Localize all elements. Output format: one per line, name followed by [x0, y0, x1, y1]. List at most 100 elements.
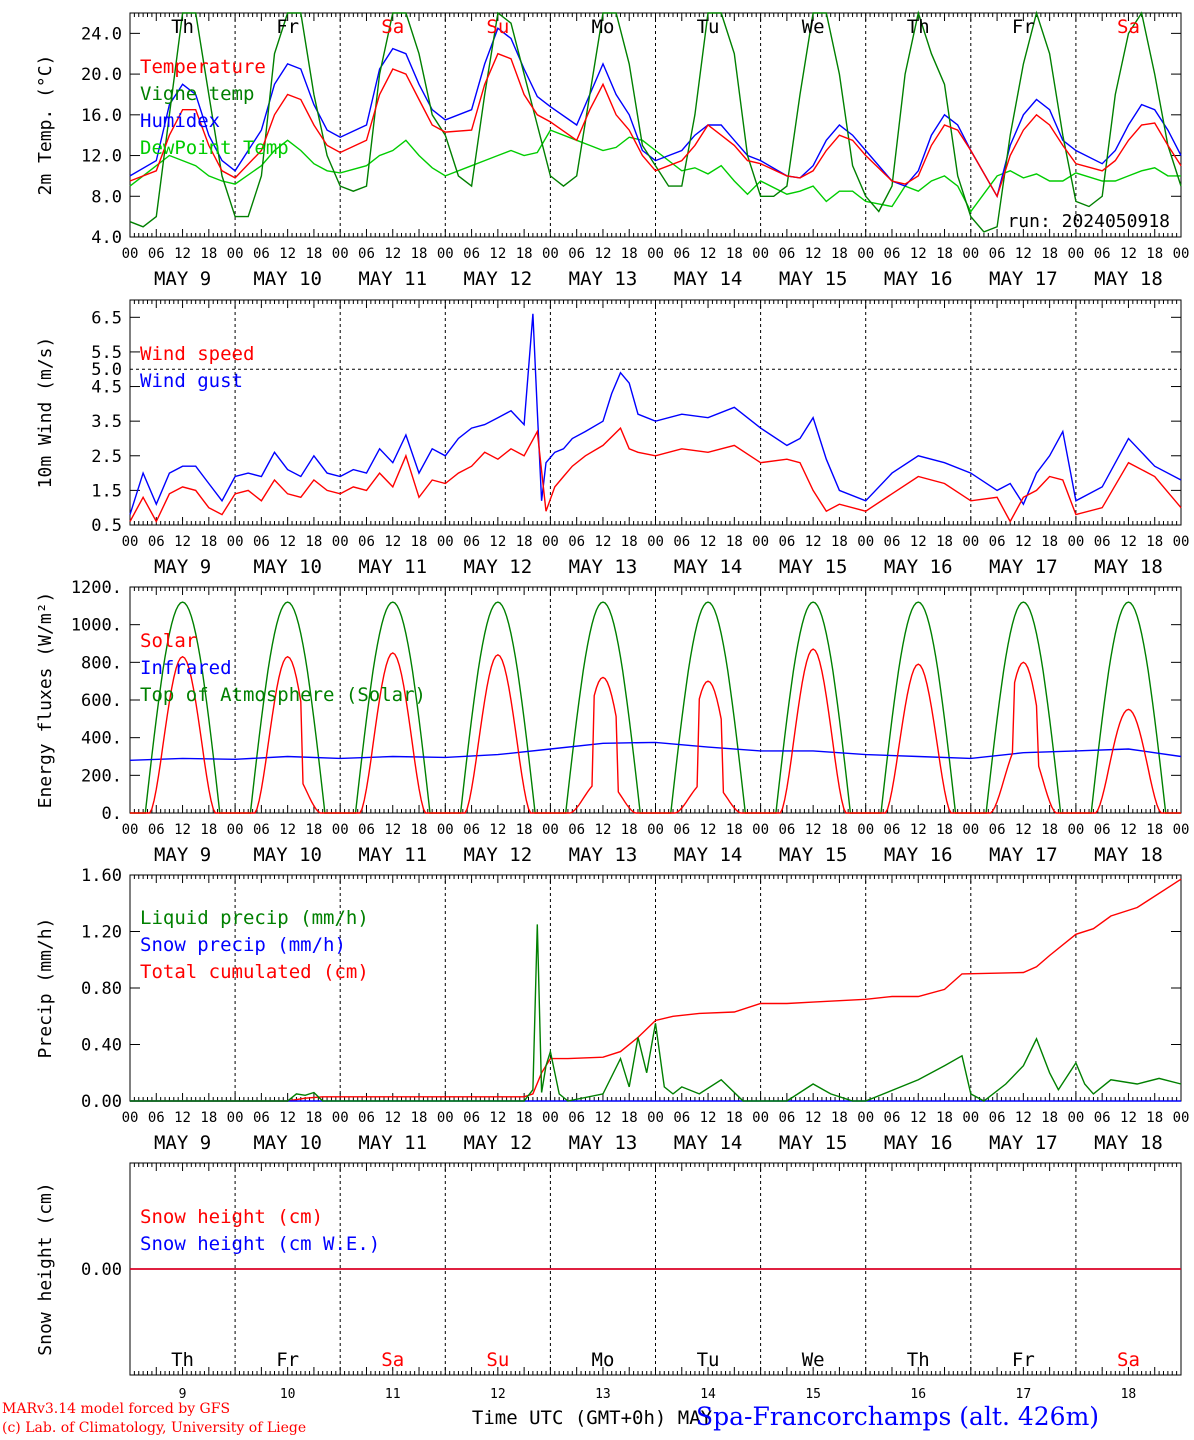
x-hour-label: 18 — [936, 246, 953, 262]
x-hour-label: 18 — [200, 534, 217, 550]
x-hour-label: 06 — [148, 534, 165, 550]
x-hour-label: 18 — [516, 534, 533, 550]
legend-label: Humidex — [140, 110, 220, 132]
x-date-label: MAY 9 — [154, 844, 211, 866]
x-hour-label: 06 — [463, 1110, 480, 1126]
panel-1 — [129, 10, 1182, 238]
x-hour-label: 06 — [463, 246, 480, 262]
series-line-3 — [129, 27, 1182, 199]
y-tick-label: 6.5 — [91, 308, 122, 328]
x-hour-label: 18 — [1041, 822, 1058, 838]
y-tick-label: 20.0 — [81, 65, 122, 85]
x-hour-label: 00 — [332, 246, 349, 262]
x-hour-label: 12 — [595, 534, 612, 550]
x-date-label: MAY 10 — [253, 556, 322, 578]
x-hour-label: 00 — [857, 246, 874, 262]
x-hour-label: 12 — [805, 534, 822, 550]
x-hour-label: 00 — [122, 534, 139, 550]
series-line-2 — [129, 10, 1182, 233]
y-tick-label: 5.5 — [91, 343, 122, 363]
run-annotation: run: 2024050918 — [1007, 211, 1170, 232]
x-date-label: MAY 14 — [674, 1132, 743, 1154]
x-hour-label: 12 — [279, 822, 296, 838]
x-hour-label: 00 — [542, 822, 559, 838]
weekday-label: Fr — [1012, 1349, 1035, 1371]
y-tick-label: 1.5 — [91, 481, 122, 501]
x-hour-label: 06 — [463, 822, 480, 838]
y-axis-label: Precip (mm/h) — [35, 918, 56, 1059]
day-number-label: 14 — [700, 1387, 716, 1402]
x-hour-label: 06 — [673, 822, 690, 838]
x-hour-label: 12 — [910, 246, 927, 262]
y-tick-label: 400. — [81, 729, 122, 749]
x-hour-label: 18 — [411, 822, 428, 838]
y-tick-label: 1.60 — [81, 866, 122, 886]
x-hour-label: 06 — [884, 822, 901, 838]
legend-label: Snow height (cm) — [140, 1206, 323, 1228]
y-tick-label: 0.80 — [81, 979, 122, 999]
legend-label: Top of Atmosphere (Solar) — [140, 684, 426, 706]
x-hour-label: 12 — [910, 822, 927, 838]
x-hour-label: 12 — [700, 246, 717, 262]
x-hour-label: 12 — [489, 1110, 506, 1126]
x-date-label: MAY 10 — [253, 268, 322, 290]
x-hour-label: 00 — [1067, 246, 1084, 262]
x-date-label: MAY 12 — [464, 844, 533, 866]
x-hour-label: 00 — [962, 1110, 979, 1126]
x-hour-label: 06 — [253, 534, 270, 550]
weekday-label: Fr — [276, 16, 299, 38]
day-number-label: 12 — [490, 1387, 506, 1402]
x-hour-label: 18 — [411, 534, 428, 550]
x-date-label: MAY 9 — [154, 1132, 211, 1154]
x-hour-label: 12 — [700, 822, 717, 838]
y-tick-label: 0.5 — [91, 516, 122, 536]
legend-label: Total cumulated (cm) — [140, 961, 369, 983]
y-tick-label: 600. — [81, 691, 122, 711]
x-axis-label: Time UTC (GMT+0h) MAY — [472, 1407, 713, 1429]
y-axis-label: Energy fluxes (W/m²) — [35, 592, 56, 809]
y-tick-label: 0.00 — [81, 1260, 122, 1280]
weekday-label: Su — [486, 16, 509, 38]
x-hour-label: 06 — [989, 822, 1006, 838]
x-hour-label: 18 — [831, 246, 848, 262]
x-hour-label: 00 — [437, 1110, 454, 1126]
x-hour-label: 18 — [200, 822, 217, 838]
x-hour-label: 18 — [936, 1110, 953, 1126]
x-hour-label: 12 — [174, 1110, 191, 1126]
x-hour-label: 18 — [1146, 246, 1163, 262]
y-tick-label: 12.0 — [81, 147, 122, 167]
y-tick-label: 800. — [81, 653, 122, 673]
x-hour-label: 00 — [962, 534, 979, 550]
x-hour-label: 18 — [726, 822, 743, 838]
x-date-label: MAY 11 — [358, 268, 427, 290]
y-axis-label: 2m Temp. (°C) — [35, 55, 56, 196]
x-date-label: MAY 14 — [674, 556, 743, 578]
x-hour-label: 00 — [122, 246, 139, 262]
y-axis-label: 10m Wind (m/s) — [35, 337, 56, 489]
x-hour-label: 00 — [962, 822, 979, 838]
y-tick-label: 4.5 — [91, 378, 122, 398]
legend-label: Snow height (cm W.E.) — [140, 1233, 380, 1255]
x-hour-label: 06 — [253, 822, 270, 838]
x-hour-label: 06 — [989, 246, 1006, 262]
x-hour-label: 06 — [778, 1110, 795, 1126]
x-hour-label: 18 — [1146, 822, 1163, 838]
x-date-label: MAY 12 — [464, 1132, 533, 1154]
x-hour-label: 06 — [1094, 534, 1111, 550]
x-date-label: MAY 18 — [1094, 844, 1163, 866]
x-hour-label: 12 — [489, 822, 506, 838]
x-hour-label: 12 — [174, 822, 191, 838]
x-hour-label: 00 — [647, 1110, 664, 1126]
day-number-label: 13 — [595, 1387, 611, 1402]
y-tick-label: 4.0 — [91, 228, 122, 248]
x-hour-label: 00 — [857, 822, 874, 838]
x-date-label: MAY 10 — [253, 1132, 322, 1154]
x-hour-label: 06 — [358, 534, 375, 550]
y-tick-label: 1200. — [71, 578, 122, 598]
x-hour-label: 00 — [227, 534, 244, 550]
x-hour-label: 06 — [1094, 822, 1111, 838]
x-hour-label: 12 — [1015, 1110, 1032, 1126]
x-hour-label: 06 — [884, 534, 901, 550]
x-hour-label: 00 — [437, 246, 454, 262]
x-hour-label: 00 — [752, 534, 769, 550]
